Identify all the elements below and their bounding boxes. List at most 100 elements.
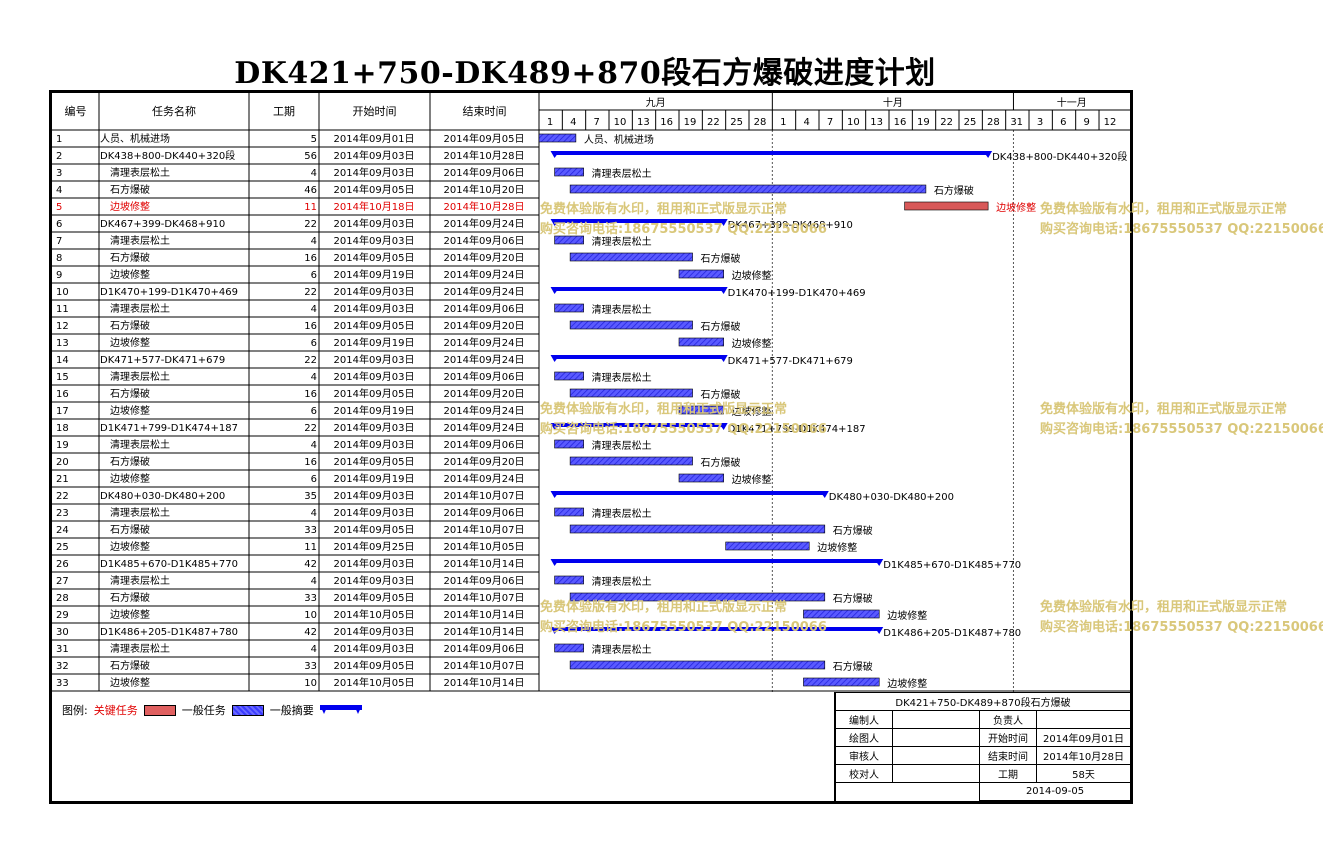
month-header: 十一月 (1057, 96, 1087, 109)
task-end: 2014年09月06日 (444, 506, 525, 519)
task-id: 1 (56, 134, 62, 145)
summary-end-marker (718, 219, 728, 226)
task-name: D1K470+199-D1K470+469 (100, 287, 238, 298)
task-bar (569, 524, 826, 534)
task-duration: 46 (304, 185, 317, 196)
task-name: 边坡修整 (110, 676, 150, 689)
task-id: 3 (56, 168, 62, 179)
signoff-project: DK421+750-DK489+870段石方爆破 (835, 692, 1131, 711)
watermark-6: 免费体验版有水印，租用和正式版显示正常 购买咨询电话:18675550537 Q… (1040, 598, 1323, 638)
task-name: 边坡修整 (110, 608, 150, 621)
task-name: 边坡修整 (110, 268, 150, 281)
task-name: 人员、机械进场 (100, 132, 170, 145)
task-bar (554, 507, 584, 517)
task-start: 2014年09月03日 (334, 574, 415, 587)
day-label: 22 (707, 117, 720, 128)
task-id: 12 (56, 321, 69, 332)
gantt-frame: 编号 任务名称 工期 开始时间 结束时间 九月 十月 十一月 1 4 7 10 13 16 19 22 25 28… (49, 90, 1133, 804)
summary-bar-label: D1K486+205-D1K487+780 (883, 628, 1021, 639)
task-start: 2014年09月19日 (334, 404, 415, 417)
task-name: 石方爆破 (110, 387, 150, 400)
task-end: 2014年09月24日 (444, 217, 525, 230)
task-duration: 4 (311, 372, 317, 383)
task-bar-label: 清理表层松土 (592, 643, 652, 656)
watermark-line2: 购买咨询电话:18675550537 QQ:22150066 (1040, 222, 1323, 237)
task-duration: 6 (311, 406, 317, 417)
task-name: 清理表层松土 (110, 506, 170, 519)
task-start: 2014年09月03日 (334, 217, 415, 230)
task-bar-label: 清理表层松土 (592, 507, 652, 520)
task-end: 2014年10月07日 (444, 489, 525, 502)
task-bar (569, 252, 693, 262)
signoff-date: 2014-09-05 (979, 782, 1131, 801)
task-name: 清理表层松土 (110, 574, 170, 587)
watermark-line1: 免费体验版有水印，租用和正式版显示正常 (540, 402, 788, 417)
summary-start-marker (550, 627, 560, 634)
task-end: 2014年09月05日 (444, 132, 525, 145)
summary-bar-label: DK471+577-DK471+679 (728, 356, 853, 367)
task-bar (678, 405, 724, 415)
day-label: 7 (827, 117, 833, 128)
summary-start-marker (550, 355, 560, 362)
task-end: 2014年09月24日 (444, 285, 525, 298)
task-bar (538, 133, 577, 143)
task-bar-label: 石方爆破 (701, 456, 741, 469)
watermark-1: 免费体验版有水印，租用和正式版显示正常 购买咨询电话:18675550537 Q… (540, 200, 827, 240)
task-bar-label: 边坡修整 (887, 677, 927, 690)
task-end: 2014年09月24日 (444, 404, 525, 417)
task-bar-label: 边坡修整 (732, 337, 772, 350)
task-id: 17 (56, 406, 69, 417)
task-bar-label: 清理表层松土 (592, 439, 652, 452)
task-id: 6 (56, 219, 62, 230)
task-start: 2014年09月03日 (334, 302, 415, 315)
summary-bar-label: DK480+030-DK480+200 (829, 492, 954, 503)
task-end: 2014年10月14日 (444, 625, 525, 638)
task-bar (554, 371, 584, 381)
task-end: 2014年09月06日 (444, 642, 525, 655)
task-duration: 33 (304, 525, 317, 536)
task-start: 2014年09月03日 (334, 438, 415, 451)
day-label: 10 (847, 117, 860, 128)
task-id: 27 (56, 576, 69, 587)
task-duration: 10 (304, 678, 317, 689)
task-bar-label: 清理表层松土 (592, 303, 652, 316)
task-id: 31 (56, 644, 69, 655)
task-bar-label: 边坡修整 (732, 405, 772, 418)
task-start: 2014年09月05日 (334, 523, 415, 536)
task-end: 2014年10月14日 (444, 557, 525, 570)
day-label: 13 (637, 117, 650, 128)
task-id: 14 (56, 355, 69, 366)
day-label: 16 (660, 117, 673, 128)
day-label: 13 (870, 117, 883, 128)
day-label: 19 (684, 117, 697, 128)
task-name: 石方爆破 (110, 523, 150, 536)
task-name: 清理表层松土 (110, 166, 170, 179)
page-title: DK421+750-DK489+870段石方爆破进度计划 (234, 56, 936, 91)
summary-start-marker (550, 491, 560, 498)
watermark-line2: 购买咨询电话:18675550537 QQ:22150066 (540, 620, 827, 635)
day-label: 31 (1010, 117, 1023, 128)
task-duration: 4 (311, 644, 317, 655)
watermark-line2: 购买咨询电话:18675550537 QQ:22150066 (1040, 620, 1323, 635)
task-end: 2014年09月20日 (444, 251, 525, 264)
task-end: 2014年09月20日 (444, 319, 525, 332)
task-bar-label: 清理表层松土 (592, 371, 652, 384)
task-id: 25 (56, 542, 69, 553)
task-bar (554, 439, 584, 449)
task-bar-label: 边坡修整 (732, 269, 772, 282)
task-bar-label: 边坡修整 (996, 201, 1036, 214)
col-header-start: 开始时间 (353, 104, 397, 118)
task-name: 边坡修整 (110, 200, 150, 213)
summary-start-marker (550, 151, 560, 158)
task-start: 2014年09月03日 (334, 166, 415, 179)
task-start: 2014年09月05日 (334, 591, 415, 604)
task-duration: 22 (304, 423, 317, 434)
summary-end-marker (819, 491, 829, 498)
summary-bar-label: D1K471+799-D1K474+187 (728, 424, 866, 435)
task-bar (569, 388, 693, 398)
task-duration: 4 (311, 440, 317, 451)
task-end: 2014年09月24日 (444, 421, 525, 434)
task-start: 2014年09月03日 (334, 625, 415, 638)
summary-bar (554, 491, 825, 495)
summary-bar-label: DK438+800-DK440+320段 (992, 150, 1127, 163)
